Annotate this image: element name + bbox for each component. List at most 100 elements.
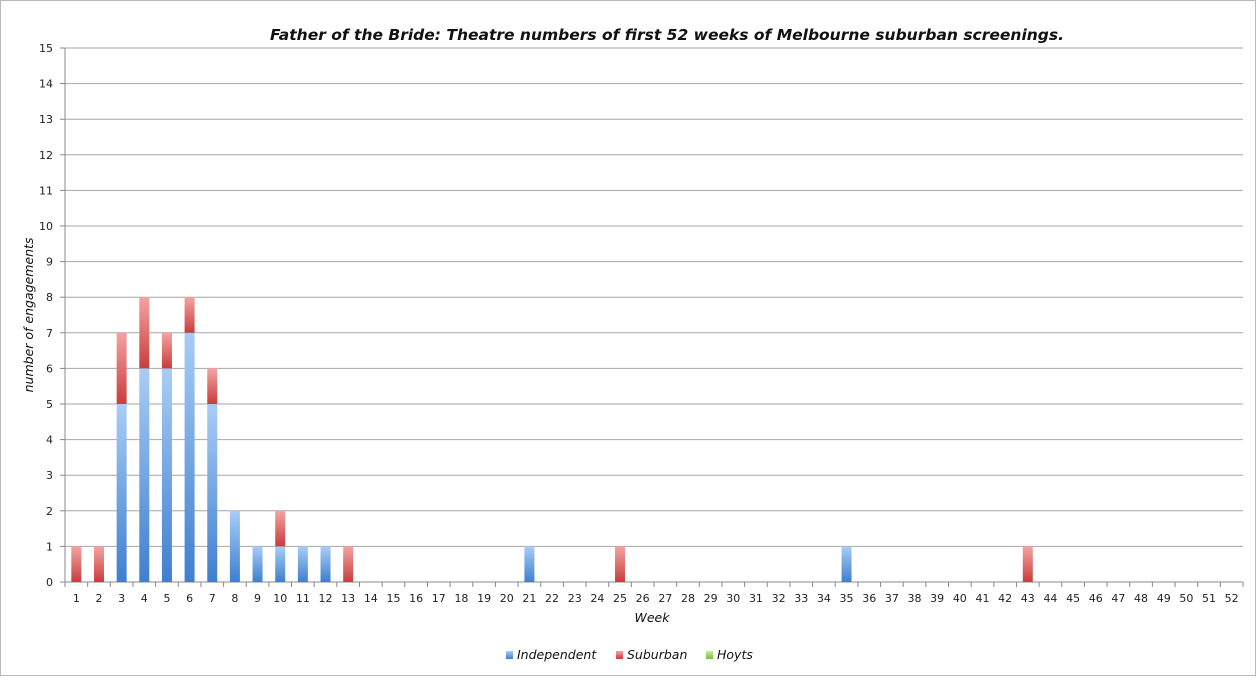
legend-label: Independent	[517, 647, 597, 662]
x-tick-label: 52	[1225, 592, 1239, 605]
x-tick-label: 11	[296, 592, 310, 605]
x-tick-label: 26	[636, 592, 650, 605]
y-tick-label: 0	[46, 576, 53, 589]
x-tick-label: 44	[1043, 592, 1057, 605]
x-tick-label: 51	[1202, 592, 1216, 605]
x-tick-label: 14	[364, 592, 378, 605]
x-tick-label: 4	[141, 592, 148, 605]
bar-independent-week-8	[229, 510, 240, 582]
x-tick-label: 22	[545, 592, 559, 605]
y-tick-label: 9	[46, 256, 53, 269]
bar-independent-week-9	[252, 546, 263, 582]
x-tick-label: 20	[500, 592, 514, 605]
bar-suburban-week-13	[343, 546, 354, 582]
x-tick-label: 45	[1066, 592, 1080, 605]
bar-independent-week-7	[207, 404, 218, 582]
y-tick-label: 6	[46, 362, 53, 375]
x-tick-label: 13	[341, 592, 355, 605]
y-tick-label: 5	[46, 398, 53, 411]
x-tick-label: 23	[568, 592, 582, 605]
x-tick-label: 43	[1021, 592, 1035, 605]
legend-label: Suburban	[627, 647, 687, 662]
x-tick-label: 46	[1089, 592, 1103, 605]
x-tick-label: 32	[772, 592, 786, 605]
bar-suburban-week-25	[615, 546, 626, 582]
x-tick-label: 2	[95, 592, 102, 605]
x-tick-label: 30	[726, 592, 740, 605]
x-tick-label: 36	[862, 592, 876, 605]
x-tick-label: 37	[885, 592, 899, 605]
chart-title: Father of the Bride: Theatre numbers of …	[270, 26, 1064, 44]
legend-swatch	[616, 651, 623, 659]
x-tick-label: 41	[975, 592, 989, 605]
bar-independent-week-4	[139, 368, 150, 582]
bar-independent-week-5	[161, 368, 172, 582]
x-tick-label: 9	[254, 592, 261, 605]
x-tick-label: 40	[953, 592, 967, 605]
x-tick-label: 34	[817, 592, 831, 605]
bar-independent-week-10	[275, 546, 286, 582]
x-tick-label: 31	[749, 592, 763, 605]
y-tick-label: 15	[39, 42, 53, 55]
x-tick-label: 3	[118, 592, 125, 605]
bar-independent-week-6	[184, 332, 195, 582]
x-axis-label: Week	[635, 610, 671, 625]
x-tick-label: 6	[186, 592, 193, 605]
gridlines	[65, 47, 1243, 583]
x-tick-label: 42	[998, 592, 1012, 605]
bar-suburban-week-1	[71, 546, 82, 582]
bar-independent-week-12	[320, 546, 331, 582]
x-tick-label: 16	[409, 592, 423, 605]
x-tick-label: 49	[1157, 592, 1171, 605]
x-tick-label: 33	[794, 592, 808, 605]
x-tick-label: 24	[590, 592, 604, 605]
y-tick-label: 12	[39, 149, 53, 162]
x-tick-label: 39	[930, 592, 944, 605]
y-tick-label: 2	[46, 505, 53, 518]
x-tick-label: 29	[704, 592, 718, 605]
bar-suburban-week-10	[275, 510, 286, 547]
x-tick-label: 25	[613, 592, 627, 605]
bar-suburban-week-6	[184, 297, 195, 333]
bar-suburban-week-3	[116, 332, 127, 404]
x-tick-label: 8	[231, 592, 238, 605]
y-tick-label: 3	[46, 469, 53, 482]
bars	[71, 297, 1033, 582]
legend: Independent Suburban Hoyts	[506, 647, 753, 662]
x-tick-label: 19	[477, 592, 491, 605]
x-tick-label: 21	[522, 592, 536, 605]
bar-suburban-week-43	[1022, 546, 1033, 582]
x-tick-label: 5	[163, 592, 170, 605]
bar-independent-week-3	[116, 404, 127, 582]
bar-suburban-week-7	[207, 368, 218, 404]
bar-independent-week-35	[841, 546, 852, 582]
bar-independent-week-11	[297, 546, 308, 582]
x-tick-label: 17	[432, 592, 446, 605]
legend-swatch	[506, 651, 513, 659]
x-tick-label: 38	[908, 592, 922, 605]
x-tick-label: 12	[319, 592, 333, 605]
y-tick-label: 4	[46, 434, 53, 447]
x-tick-label: 15	[386, 592, 400, 605]
x-tick-label: 47	[1111, 592, 1125, 605]
x-tick-label: 35	[840, 592, 854, 605]
x-tick-label: 28	[681, 592, 695, 605]
x-tick-label: 48	[1134, 592, 1148, 605]
legend-swatch	[706, 651, 713, 659]
y-tick-label: 10	[39, 220, 53, 233]
bar-independent-week-21	[524, 546, 535, 582]
bar-suburban-week-4	[139, 297, 150, 369]
x-tick-label: 27	[658, 592, 672, 605]
legend-label: Hoyts	[717, 647, 753, 662]
bar-suburban-week-2	[93, 546, 104, 582]
y-tick-label: 14	[39, 78, 53, 91]
y-axis-label: number of engagements	[21, 237, 36, 392]
x-tick-label: 10	[273, 592, 287, 605]
x-tick-label: 1	[73, 592, 80, 605]
bar-suburban-week-5	[161, 332, 172, 369]
y-tick-label: 13	[39, 113, 53, 126]
x-tick-label: 18	[454, 592, 468, 605]
